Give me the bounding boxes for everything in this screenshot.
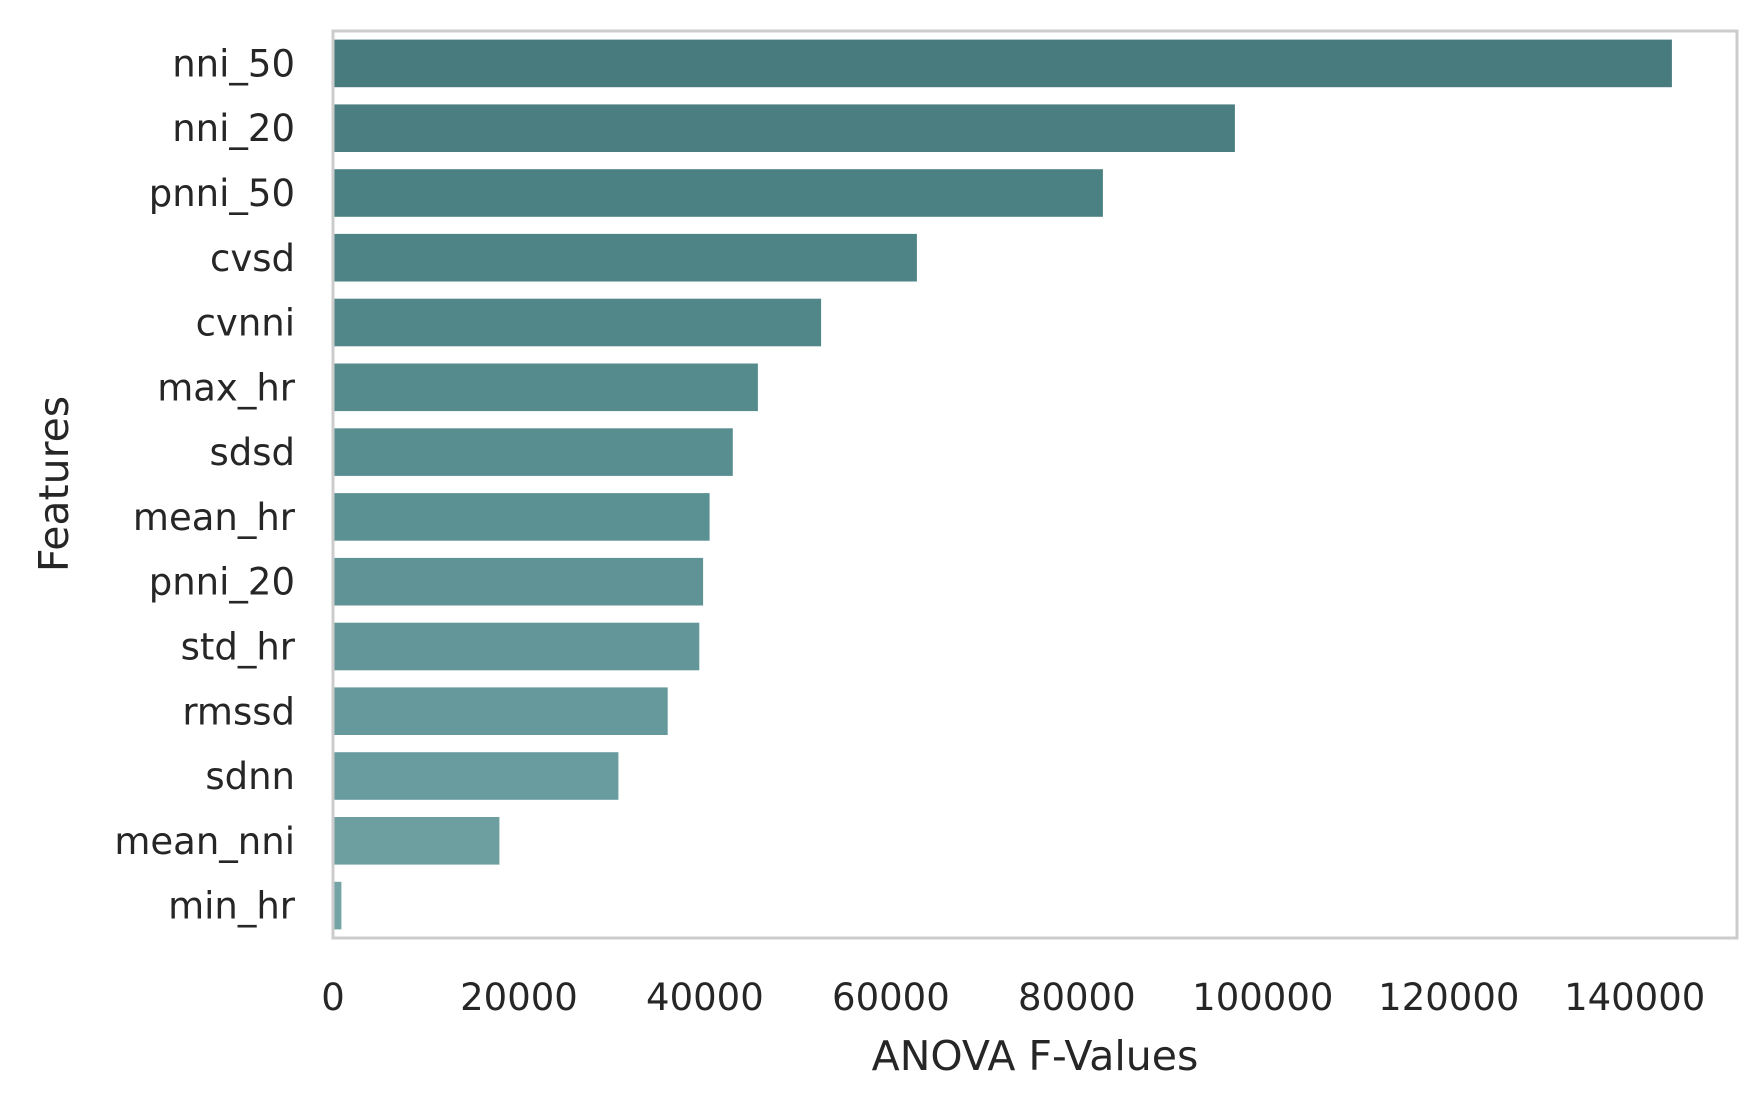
y-tick-label-nni_20: nni_20 [172,107,295,150]
bars-layer [333,39,1672,930]
bar-pnni_20 [333,557,704,606]
y-tick-label-std_hr: std_hr [181,626,296,669]
x-tick-label-20000: 20000 [460,976,578,1019]
x-tick-label-140000: 140000 [1564,976,1705,1019]
y-tick-label-rmssd: rmssd [182,690,295,733]
y-tick-label-pnni_50: pnni_50 [149,172,295,215]
bar-max_hr [333,363,758,412]
y-tick-label-cvnni: cvnni [196,302,295,345]
y-tick-label-pnni_20: pnni_20 [149,561,295,604]
y-tick-label-sdnn: sdnn [205,755,295,798]
y-tick-label-max_hr: max_hr [157,366,296,409]
bar-nni_20 [333,104,1235,152]
x-tick-label-60000: 60000 [832,976,950,1019]
y-tick-label-min_hr: min_hr [168,885,296,928]
x-tick-label-40000: 40000 [646,976,764,1019]
y-tick-label-mean_nni: mean_nni [114,820,295,863]
bar-sdnn [333,752,619,800]
bar-rmssd [333,687,668,735]
y-tick-label-mean_hr: mean_hr [133,496,296,539]
y-tick-label-cvsd: cvsd [210,237,295,280]
bar-sdsd [333,428,733,476]
y-tick-label-nni_50: nni_50 [172,42,295,85]
bar-pnni_50 [333,169,1103,217]
bar-mean_hr [333,493,710,541]
bar-nni_50 [333,39,1672,88]
bar-cvnni [333,298,822,347]
plot-frame [331,29,1739,940]
x-tick-label-0: 0 [321,976,345,1019]
y-tick-label-sdsd: sdsd [209,431,295,474]
x-axis-title: ANOVA F-Values [872,1032,1199,1080]
bar-cvsd [333,233,917,282]
x-tick-label-100000: 100000 [1192,976,1333,1019]
x-tick-label-80000: 80000 [1018,976,1136,1019]
bar-min_hr [333,881,342,930]
x-tick-label-120000: 120000 [1378,976,1519,1019]
bar-mean_nni [333,817,500,865]
bar-std_hr [333,622,700,671]
x-tick-labels: 0 20000 40000 60000 80000 100000 120000 140000 [321,976,1705,1019]
y-axis-title: Features [30,396,78,572]
